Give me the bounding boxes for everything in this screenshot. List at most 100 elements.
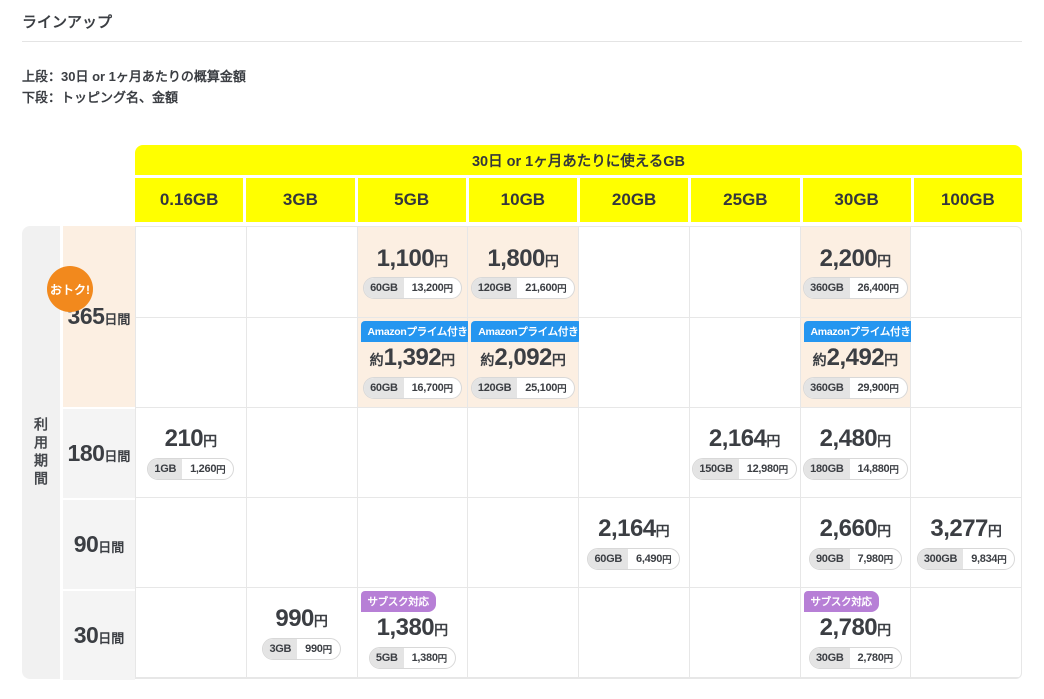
plan-cell-90-20gb: 2,164円 60GB 6,490 円 (579, 498, 689, 587)
yen-suffix: 円 (655, 523, 670, 540)
period-cell-30: 30日間 (63, 591, 135, 680)
amazon-badge: Amazonプライム付き (360, 321, 475, 342)
topping-yen-suffix: 円 (883, 554, 894, 566)
monthly-price: 2,660円 (820, 515, 892, 543)
period-labels: おトク! 365日間 180日間 90日間 30日間 (47, 226, 135, 680)
topping-gb: 90GB (809, 548, 850, 569)
yen-suffix: 円 (877, 523, 892, 540)
topping-price: 25,100 円 (517, 378, 574, 398)
price-value: 990 (275, 605, 314, 633)
plan-cell-90-30gb: 2,660円 90GB 7,980 円 (800, 498, 911, 587)
topping-price-value: 13,200 (411, 282, 444, 295)
legend-note-lower: 下段：トッピング名、金額 (22, 90, 179, 105)
topping-gb: 120GB (471, 278, 518, 299)
topping-yen-suffix: 円 (443, 383, 453, 395)
gb-column-header-5gb: 5GB (357, 178, 466, 222)
approx-prefix: 約 (812, 352, 827, 368)
topping-gb: 120GB (471, 377, 518, 398)
monthly-price: 約2,092円 (480, 344, 566, 372)
price-value: 3,277 (930, 515, 988, 543)
topping-yen-suffix: 円 (557, 284, 567, 296)
plan-cell-180-0.16gb: 210円 1GB 1,260 円 (136, 408, 246, 497)
topping-yen-suffix: 円 (889, 284, 899, 296)
page-title: ラインアップ (22, 14, 113, 31)
plan-cell-180-100gb (911, 408, 1021, 497)
monthly-price: 2,164円 (598, 515, 670, 543)
topping-price-value: 16,700 (411, 381, 444, 394)
plan-cell-180-25gb: 2,164円 150GB 12,980 円 (689, 408, 800, 497)
price-value: 2,780 (819, 614, 878, 641)
topping-pill: 60GB 6,490 円 (587, 547, 681, 570)
gb-column-header-100gb: 100GB (913, 178, 1022, 222)
gb-column-header-10gb: 10GB (468, 178, 577, 222)
period-number: 180 (67, 440, 105, 466)
monthly-price: 2,164円 (709, 425, 781, 453)
topping-yen-suffix: 円 (778, 464, 789, 476)
topping-yen-suffix: 円 (437, 653, 448, 665)
plan-cell-30-30gb: サブスク対応 2,780円 30GB 2,780 円 (800, 588, 911, 677)
plan-cell-90-3gb (246, 498, 357, 587)
gb-column-header-25gb: 25GB (691, 178, 800, 222)
plan-cell-365b-3gb (246, 318, 357, 407)
approx-prefix: 約 (480, 352, 495, 368)
topping-gb: 60GB (364, 377, 404, 398)
period-cell-365: おトク! 365日間 (47, 226, 135, 407)
subsc-badge: サブスク対応 (803, 591, 879, 612)
monthly-price: 990円 (275, 605, 328, 633)
plan-cell-30-20gb (579, 588, 689, 677)
plan-cell-30-10gb (468, 588, 578, 677)
topping-yen-suffix: 円 (889, 464, 899, 476)
topping-yen-suffix: 円 (662, 554, 672, 566)
monthly-price: 2,200円 (820, 245, 892, 273)
plan-cell-180-20gb (579, 408, 689, 497)
period-unit: 日間 (104, 449, 131, 464)
period-unit: 日間 (98, 540, 125, 555)
plan-cell-180-5gb (357, 408, 468, 497)
topping-price-value: 21,600 (525, 282, 558, 295)
plan-cell-365b-20gb (579, 318, 689, 407)
yen-suffix: 円 (313, 613, 328, 630)
period-cell-90: 90日間 (63, 500, 135, 589)
topping-price: 12,980 円 (739, 459, 796, 479)
amazon-badge: Amazonプライム付き (471, 321, 586, 342)
period-unit: 日間 (98, 631, 125, 646)
topping-price-value: 12,980 (746, 462, 779, 475)
gb-column-header-0.16gb: 0.16GB (135, 178, 244, 222)
topping-price: 6,490 円 (628, 549, 679, 569)
plan-cell-365-5gb: 1,100円 60GB 13,200 円 (357, 227, 468, 317)
price-value: 2,164 (708, 425, 767, 453)
topping-price: 13,200 円 (404, 278, 461, 298)
otoku-badge: おトク! (47, 266, 93, 312)
subsc-badge: サブスク対応 (360, 591, 436, 612)
topping-price: 1,380 円 (404, 648, 455, 668)
yen-suffix: 円 (203, 433, 218, 450)
period-number: 30 (73, 622, 99, 648)
yen-suffix: 円 (544, 252, 559, 269)
topping-price-value: 1,260 (190, 462, 217, 475)
plan-cell-365b-5gb: Amazonプライム付き 約1,392円 60GB 16,700 円 (357, 318, 475, 407)
topping-price-value: 7,980 (857, 552, 884, 565)
topping-pill: 120GB 21,600 円 (470, 277, 576, 300)
plan-cell-180-30gb: 2,480円 180GB 14,880 円 (800, 408, 911, 497)
yen-suffix: 円 (434, 252, 449, 269)
price-value: 2,492 (826, 344, 885, 371)
period-axis-label: 利用期間 (33, 416, 49, 489)
topping-pill: 150GB 12,980 円 (692, 457, 797, 480)
gb-column-header-20gb: 20GB (580, 178, 689, 222)
topping-yen-suffix: 円 (216, 464, 226, 476)
topping-gb: 1GB (148, 458, 183, 479)
amazon-badge: Amazonプライム付き (803, 321, 918, 342)
plan-cell-30-5gb: サブスク対応 1,380円 5GB 1,380 円 (357, 588, 468, 677)
topping-price: 990 円 (297, 639, 340, 659)
topping-gb: 360GB (804, 278, 850, 299)
monthly-price: 2,780円 (820, 614, 892, 642)
topping-price-value: 14,880 (857, 462, 890, 475)
monthly-price: 約1,392円 (370, 344, 456, 372)
period-unit: 日間 (104, 312, 131, 327)
topping-price: 9,834 円 (963, 549, 1014, 569)
topping-price-value: 6,490 (636, 552, 663, 565)
topping-gb: 30GB (809, 647, 850, 668)
monthly-price: 210円 (165, 425, 218, 453)
plan-cell-90-10gb (468, 498, 578, 587)
topping-gb: 60GB (364, 278, 404, 299)
